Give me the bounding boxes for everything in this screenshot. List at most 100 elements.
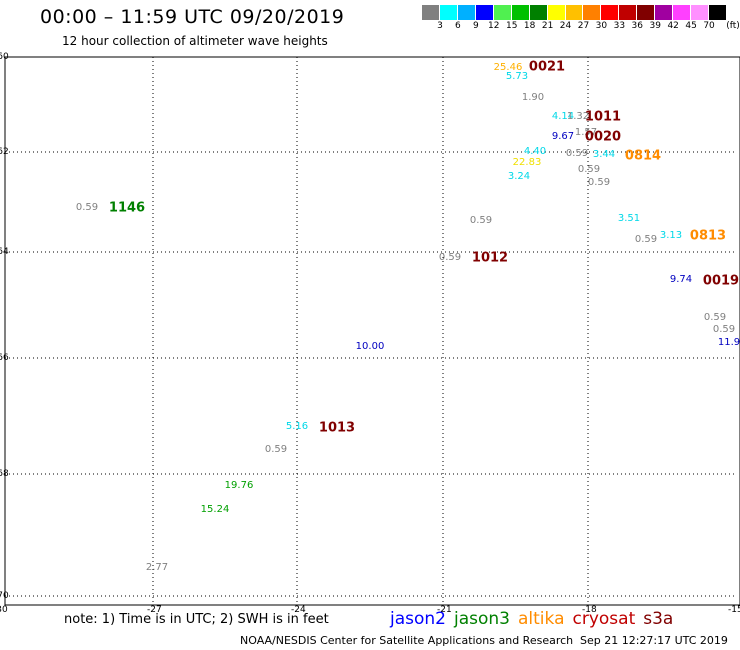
satellite-legend-item: altika xyxy=(518,609,565,629)
wave-height-label: 1.90 xyxy=(521,92,545,103)
satellite-legend-item: jason2 xyxy=(390,609,446,629)
wave-height-label: 2.77 xyxy=(145,562,169,573)
pass-time-label: 0814 xyxy=(624,148,662,164)
wave-height-label: 5.16 xyxy=(285,421,309,432)
color-scale-legend xyxy=(422,5,727,20)
satellite-legend-item: jason3 xyxy=(454,609,510,629)
map-title: 00:00 – 11:59 UTC 09/20/2019 xyxy=(40,6,345,28)
legend-label: 12 xyxy=(488,21,500,31)
legend-swatch xyxy=(619,5,638,20)
legend-swatch xyxy=(439,5,458,20)
legend-swatch xyxy=(637,5,656,20)
legend-label: (ft) xyxy=(726,21,740,31)
wave-height-label: 19.76 xyxy=(224,480,254,491)
legend-swatch xyxy=(547,5,566,20)
pass-time-label: 0020 xyxy=(584,129,622,145)
longitude-tick-label: -24 xyxy=(291,605,306,615)
credit-line: NOAA/NESDIS Center for Satellite Applica… xyxy=(240,634,574,647)
pass-time-label: 0019 xyxy=(702,273,740,289)
satellite-legend: jason2 jason3 altika cryosat s3a xyxy=(390,609,673,629)
satellite-legend-item: cryosat xyxy=(572,609,636,629)
latitude-tick-label: -60 xyxy=(0,52,9,62)
longitude-tick-label: -15 xyxy=(728,605,740,615)
legend-label: 3 xyxy=(437,21,443,31)
legend-swatch xyxy=(511,5,530,20)
wave-height-label: 0.59 xyxy=(264,444,288,455)
generated-timestamp: Sep 21 12:27:17 UTC 2019 xyxy=(580,634,728,647)
legend-label: 70 xyxy=(703,21,715,31)
wave-height-label: 4.14 xyxy=(551,111,575,122)
wave-height-label: 0.59 xyxy=(634,234,658,245)
legend-swatch xyxy=(691,5,709,20)
pass-time-label: 1012 xyxy=(471,250,509,266)
map-frame xyxy=(4,56,740,606)
legend-swatch xyxy=(493,5,512,20)
pass-time-label: 0021 xyxy=(528,59,566,75)
longitude-tick-label: -18 xyxy=(582,605,597,615)
legend-swatch xyxy=(583,5,602,20)
wave-height-label: 1.57 xyxy=(574,127,598,138)
legend-label: 24 xyxy=(559,21,572,31)
wave-height-label: 4.40 xyxy=(523,146,547,157)
longitude-tick-label: -30 xyxy=(0,605,8,615)
wave-height-label: 0.59 xyxy=(703,312,727,323)
pass-time-label: 0813 xyxy=(689,228,727,244)
legend-swatch xyxy=(673,5,692,20)
legend-swatch xyxy=(422,5,440,20)
legend-swatch xyxy=(601,5,620,20)
wave-height-label: 0.59 xyxy=(712,324,736,335)
wave-height-label: 3.13 xyxy=(659,230,683,241)
satellite-legend-item: s3a xyxy=(643,609,674,629)
pass-time-label: 1011 xyxy=(584,109,622,125)
legend-label: 30 xyxy=(595,21,608,31)
longitude-tick-label: -21 xyxy=(437,605,452,615)
wave-height-label: 3.51 xyxy=(617,213,641,224)
wave-height-label: 9.74 xyxy=(669,274,693,285)
latitude-tick-label: -70 xyxy=(0,591,9,601)
wave-height-label: 15.24 xyxy=(200,504,230,515)
legend-label: 21 xyxy=(541,21,554,31)
wave-height-label: 3.24 xyxy=(507,171,531,182)
pass-time-label: 1146 xyxy=(108,200,146,216)
pass-time-label: 1013 xyxy=(318,420,356,436)
wave-height-label: 0.59 xyxy=(565,148,589,159)
latitude-tick-label: -68 xyxy=(0,469,9,479)
wave-height-label: 5.73 xyxy=(505,71,529,82)
wave-height-label: 0.59 xyxy=(75,202,99,213)
footer-note: note: 1) Time is in UTC; 2) SWH is in fe… xyxy=(64,612,329,627)
latitude-tick-label: -62 xyxy=(0,147,9,157)
legend-swatch xyxy=(565,5,584,20)
wave-height-label: 0.59 xyxy=(469,215,493,226)
latitude-tick-label: -64 xyxy=(0,247,9,257)
wave-height-label: 0.59 xyxy=(577,164,601,175)
wave-height-label: 25.46 xyxy=(493,62,523,73)
wave-height-label: 0.59 xyxy=(438,252,462,263)
legend-label: 18 xyxy=(523,21,536,31)
wave-height-label: 11.9 xyxy=(717,337,740,348)
color-scale-labels: 3 6 9 12 15 18 21 24 27 30 33 36 39 42 45 70 (ft) xyxy=(422,21,740,35)
legend-label: 42 xyxy=(667,21,679,31)
longitude-tick-label: -27 xyxy=(147,605,162,615)
legend-swatch xyxy=(529,5,548,20)
wave-height-label: 9.67 xyxy=(551,131,575,142)
wave-height-label: 0.59 xyxy=(587,177,611,188)
map-grid xyxy=(5,57,735,605)
legend-label: 39 xyxy=(649,21,661,31)
map-subtitle: 12 hour collection of altimeter wave hei… xyxy=(62,34,328,48)
legend-label: 27 xyxy=(577,21,590,31)
legend-swatch xyxy=(655,5,674,20)
legend-label: 9 xyxy=(472,21,479,31)
wave-height-label: 3.44 xyxy=(592,149,616,160)
wave-height-label: 10.00 xyxy=(355,341,385,352)
wave-height-label: 22.83 xyxy=(512,157,542,168)
legend-label: 33 xyxy=(613,21,626,31)
legend-label: 36 xyxy=(631,21,644,31)
wave-height-label: 1.32 xyxy=(566,111,590,122)
legend-swatch xyxy=(475,5,494,20)
legend-label: 6 xyxy=(455,21,461,31)
legend-label: 15 xyxy=(505,21,518,31)
legend-swatch xyxy=(457,5,476,20)
legend-swatch xyxy=(709,5,727,20)
latitude-tick-label: -66 xyxy=(0,353,9,363)
